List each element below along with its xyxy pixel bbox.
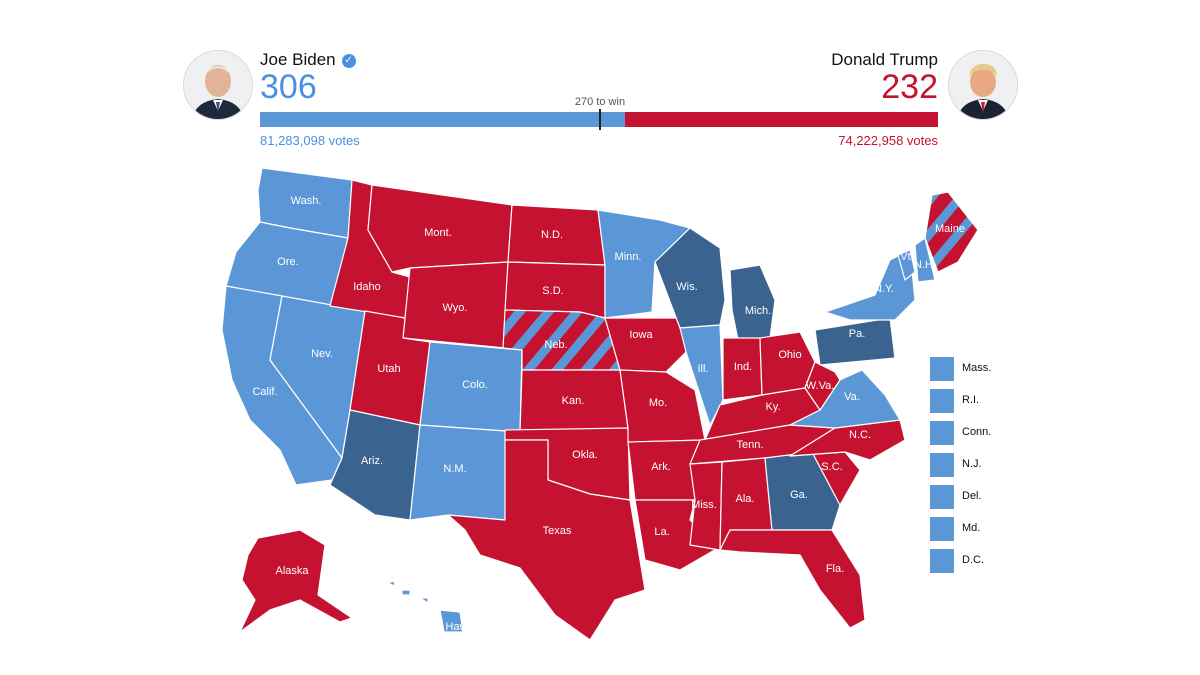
state-label-sd: S.D. — [542, 285, 563, 297]
state-va[interactable] — [789, 369, 901, 429]
state-label-mt: Mont. — [424, 227, 452, 239]
state-me[interactable] — [924, 191, 979, 273]
biden-avatar — [183, 50, 253, 120]
verified-check-icon: ✓ — [341, 54, 356, 68]
state-label-tx: Texas — [543, 525, 572, 537]
legend-label-nj: N.J. — [962, 458, 982, 470]
state-label-nc: N.C. — [849, 429, 871, 441]
biden-portrait-icon — [184, 51, 252, 119]
state-label-wi: Wis. — [676, 281, 697, 293]
state-pa[interactable] — [814, 317, 896, 366]
state-label-nm: N.M. — [443, 463, 466, 475]
state-label-tn: Tenn. — [737, 439, 764, 451]
state-label-ny: N.Y. — [874, 283, 894, 295]
state-ia[interactable] — [604, 317, 687, 373]
biden-name: Joe Biden ✓ — [260, 50, 356, 70]
trump-avatar — [948, 50, 1018, 120]
state-nh[interactable] — [914, 237, 936, 283]
state-label-mn: Minn. — [615, 251, 642, 263]
state-vt[interactable] — [897, 249, 916, 281]
state-label-wy: Wyo. — [443, 302, 468, 314]
state-ms[interactable] — [689, 461, 723, 551]
state-label-hi: Hawaii — [445, 621, 478, 633]
threshold-label: 270 to win — [574, 96, 626, 108]
legend-label-ri: R.I. — [962, 394, 980, 406]
state-label-mo: Mo. — [649, 397, 667, 409]
state-label-id: Idaho — [353, 281, 381, 293]
state-label-al: Ala. — [736, 493, 755, 505]
legend-swatch-md — [930, 517, 954, 541]
state-wv[interactable] — [804, 361, 841, 411]
trump-name: Donald Trump — [831, 50, 938, 69]
state-label-or: Ore. — [277, 256, 298, 268]
state-ak[interactable] — [239, 529, 353, 633]
legend-label-ma: Mass. — [962, 362, 992, 374]
state-label-ak: Alaska — [275, 565, 309, 577]
state-label-ky: Ky. — [765, 401, 780, 413]
state-label-ia: Iowa — [629, 329, 653, 341]
state-label-me: Maine — [935, 223, 965, 235]
state-tx[interactable] — [447, 439, 646, 641]
state-label-fl: Fla. — [826, 563, 844, 575]
state-label-la: La. — [654, 526, 669, 538]
state-label-ks: Kan. — [562, 395, 585, 407]
state-mn[interactable] — [597, 209, 691, 319]
state-label-nd: N.D. — [541, 229, 563, 241]
biden-electoral-votes: 306 — [260, 68, 317, 106]
legend-swatch-dc — [930, 549, 954, 573]
trump-electoral-votes: 232 — [881, 68, 938, 106]
state-label-ga: Ga. — [790, 489, 808, 501]
state-label-nh: N.H. — [914, 259, 936, 271]
state-mi[interactable] — [729, 264, 776, 341]
state-label-wv: W.Va. — [806, 380, 835, 392]
biden-progress-bar — [260, 112, 625, 127]
threshold-marker — [599, 109, 601, 130]
biden-popular-votes: 81,283,098 votes — [260, 133, 360, 148]
state-ny[interactable] — [824, 249, 916, 321]
state-label-nv: Nev. — [311, 348, 333, 360]
state-label-in: Ind. — [734, 361, 752, 373]
state-label-ut: Utah — [377, 363, 400, 375]
state-label-ne: Neb. — [544, 339, 567, 351]
state-label-ca: Calif. — [252, 386, 277, 398]
state-label-mi: Mich. — [745, 305, 771, 317]
legend-swatch-ma — [930, 357, 954, 381]
legend-label-md: Md. — [962, 522, 981, 534]
legend-label-ct: Conn. — [962, 426, 992, 438]
trump-popular-votes: 74,222,958 votes — [838, 133, 938, 148]
legend-label-dc: D.C. — [962, 554, 984, 566]
state-label-ms: Miss. — [691, 499, 717, 511]
state-fl[interactable] — [719, 529, 866, 629]
legend-swatch-ri — [930, 389, 954, 413]
state-label-wa: Wash. — [291, 195, 322, 207]
state-label-va: Va. — [844, 391, 860, 403]
state-label-az: Ariz. — [361, 455, 383, 467]
legend-label-de: Del. — [962, 490, 982, 502]
legend-swatch-ct — [930, 421, 954, 445]
state-label-pa: Pa. — [849, 328, 866, 340]
state-label-co: Colo. — [462, 379, 488, 391]
state-label-ok: Okla. — [572, 449, 598, 461]
legend-swatch-de — [930, 485, 954, 509]
state-label-vt: Vt. — [900, 251, 913, 263]
trump-progress-bar — [625, 112, 938, 127]
state-label-ar: Ark. — [651, 461, 671, 473]
state-hi[interactable] — [387, 580, 464, 633]
trump-portrait-icon — [949, 51, 1017, 119]
legend-swatch-nj — [930, 453, 954, 477]
state-label-il: Ill. — [698, 363, 709, 375]
state-label-oh: Ohio — [778, 349, 801, 361]
state-label-sc: S.C. — [821, 461, 842, 473]
